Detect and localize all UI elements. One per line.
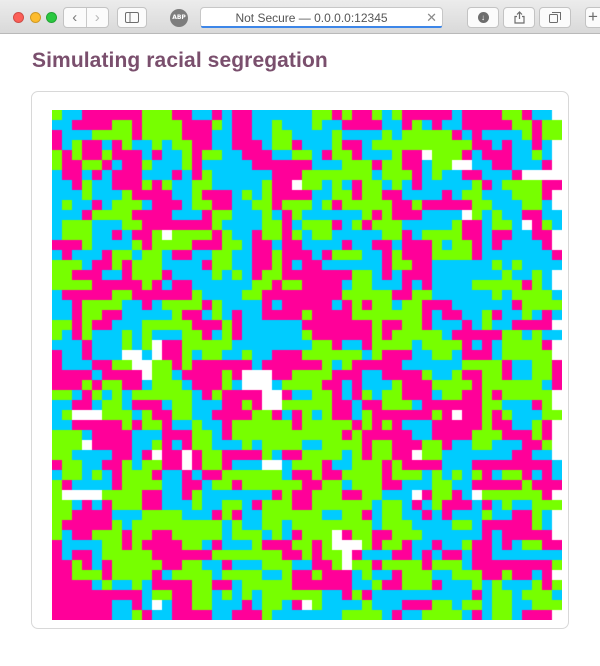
chevron-left-icon: ‹ — [72, 9, 78, 26]
window-zoom-button[interactable] — [46, 12, 57, 23]
tabs-icon — [549, 12, 561, 23]
browser-toolbar: ‹ › ABP Not Secure — 0.0.0.0:12345 ✕ ↓ + — [0, 0, 600, 34]
sidebar-toggle-button[interactable] — [117, 7, 147, 28]
share-icon — [513, 11, 525, 24]
downloads-button[interactable]: ↓ — [467, 7, 499, 28]
address-text: Not Secure — 0.0.0.0:12345 — [235, 11, 388, 25]
simulation-panel — [31, 91, 569, 629]
new-tab-button[interactable]: + — [585, 7, 600, 28]
page-load-progress — [201, 26, 442, 28]
adblock-extension-button[interactable]: ABP — [168, 7, 190, 28]
segregation-grid-canvas — [52, 110, 562, 620]
window-close-button[interactable] — [13, 12, 24, 23]
stop-loading-icon[interactable]: ✕ — [426, 10, 437, 25]
adblock-icon: ABP — [170, 8, 188, 27]
forward-button[interactable]: › — [85, 8, 109, 27]
window-minimize-button[interactable] — [30, 12, 41, 23]
show-tabs-button[interactable] — [539, 7, 571, 28]
share-button[interactable] — [503, 7, 535, 28]
back-button[interactable]: ‹ — [64, 8, 86, 27]
page-title: Simulating racial segregation — [32, 49, 328, 72]
download-icon: ↓ — [477, 12, 489, 23]
sidebar-icon — [125, 12, 139, 23]
chevron-right-icon: › — [94, 9, 100, 26]
address-bar[interactable]: Not Secure — 0.0.0.0:12345 ✕ — [200, 7, 443, 28]
navigation-buttons: ‹ › — [63, 7, 109, 28]
